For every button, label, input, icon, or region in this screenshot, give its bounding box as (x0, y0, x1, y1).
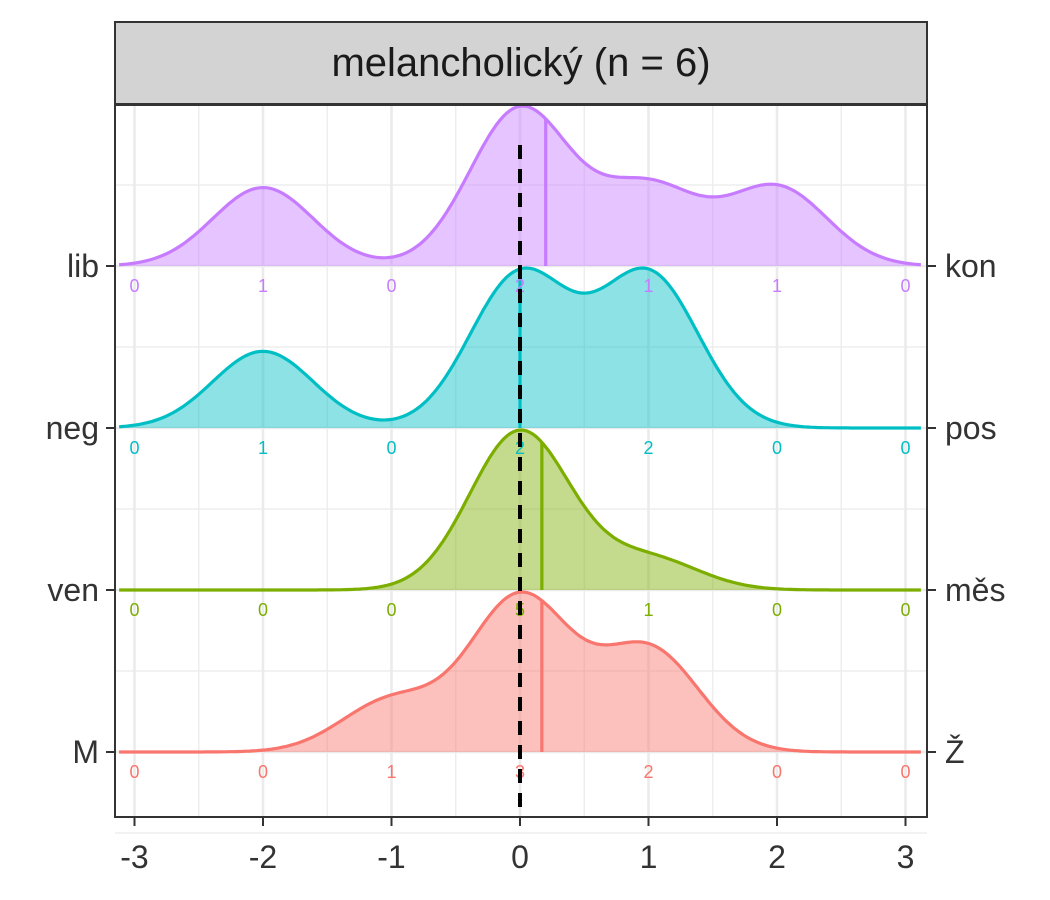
count-label: 1 (772, 276, 782, 296)
count-label: 0 (772, 762, 782, 782)
x-tick-label: -1 (377, 839, 405, 875)
right-category-label: měs (945, 572, 1005, 608)
count-label: 0 (386, 276, 396, 296)
x-tick-label: 0 (511, 839, 529, 875)
count-label: 2 (643, 438, 653, 458)
left-category-label: M (72, 734, 99, 770)
left-category-label: ven (47, 572, 99, 608)
count-label: 0 (129, 276, 139, 296)
strip-title: melancholický (n = 6) (331, 41, 710, 85)
count-label: 0 (900, 438, 910, 458)
count-label: 0 (772, 438, 782, 458)
count-label: 1 (258, 438, 268, 458)
count-label: 0 (900, 276, 910, 296)
count-label: 0 (386, 600, 396, 620)
count-label: 0 (258, 762, 268, 782)
count-label: 0 (129, 600, 139, 620)
count-label: 0 (129, 762, 139, 782)
x-tick-label: 2 (768, 839, 786, 875)
left-category-label: lib (67, 248, 99, 284)
ridge-line (119, 104, 921, 267)
right-category-label: pos (945, 410, 997, 446)
ridge-line (119, 590, 921, 754)
count-label: 1 (386, 762, 396, 782)
ridge-area (119, 592, 921, 752)
count-label: 0 (258, 600, 268, 620)
count-label: 0 (772, 600, 782, 620)
x-tick-label: 3 (897, 839, 915, 875)
count-label: 0 (900, 600, 910, 620)
right-category-label: kon (945, 248, 997, 284)
count-label: 1 (643, 600, 653, 620)
x-tick-label: -2 (249, 839, 277, 875)
x-tick-label: 1 (640, 839, 658, 875)
count-label: 1 (643, 276, 653, 296)
left-category-label: neg (46, 410, 99, 446)
strip-background (114, 21, 928, 105)
count-label: 2 (643, 762, 653, 782)
count-label: 2 (515, 438, 525, 458)
right-category-label: Ž (945, 734, 965, 770)
ridge-line (119, 428, 921, 592)
count-label: 0 (386, 438, 396, 458)
count-label: 0 (129, 438, 139, 458)
count-label: 1 (258, 276, 268, 296)
count-label: 0 (900, 762, 910, 782)
x-tick-label: -3 (120, 839, 148, 875)
count-label: 2 (515, 276, 525, 296)
